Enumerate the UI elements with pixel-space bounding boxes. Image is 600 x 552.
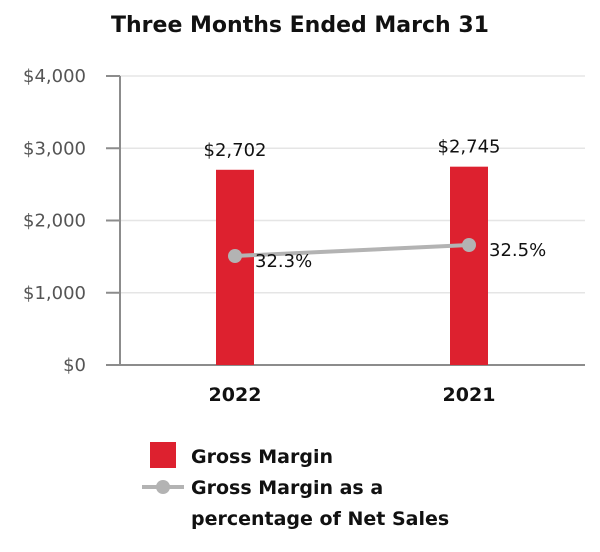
x-axis-ticks: 2022 2021	[209, 384, 496, 406]
y-tick-label: $0	[63, 355, 86, 376]
x-tick-label: 2022	[209, 384, 262, 406]
bar-series: $2,702 $2,745	[204, 137, 501, 365]
y-tick-label: $3,000	[23, 138, 86, 159]
legend-label-margin-percentage-line1: Gross Margin as a	[191, 477, 383, 499]
grid-lines	[120, 75, 585, 294]
bar-data-label: $2,745	[438, 137, 501, 158]
legend: Gross Margin Gross Margin as a percentag…	[142, 442, 449, 530]
line-point	[228, 249, 242, 263]
line-series: 32.3% 32.5%	[228, 238, 546, 272]
bar	[450, 166, 488, 365]
legend-label-margin-percentage-line2: percentage of Net Sales	[191, 508, 449, 530]
bar	[216, 169, 254, 365]
legend-swatch-gross-margin	[150, 442, 176, 468]
line-data-label: 32.5%	[489, 240, 546, 261]
y-axis-ticks: $0 $1,000 $2,000 $3,000 $4,000	[23, 66, 86, 376]
y-tick-label: $2,000	[23, 211, 86, 232]
x-tick-label: 2021	[443, 384, 496, 406]
legend-label-gross-margin: Gross Margin	[191, 446, 333, 468]
y-tick-label: $4,000	[23, 66, 86, 87]
series-line	[234, 243, 470, 258]
axes	[106, 75, 585, 366]
bar-data-label: $2,702	[204, 140, 267, 161]
legend-marker-swatch	[156, 480, 170, 494]
line-point	[462, 238, 476, 252]
chart-title: Three Months Ended March 31	[111, 13, 489, 38]
y-tick-label: $1,000	[23, 283, 86, 304]
line-data-label: 32.3%	[255, 251, 312, 272]
